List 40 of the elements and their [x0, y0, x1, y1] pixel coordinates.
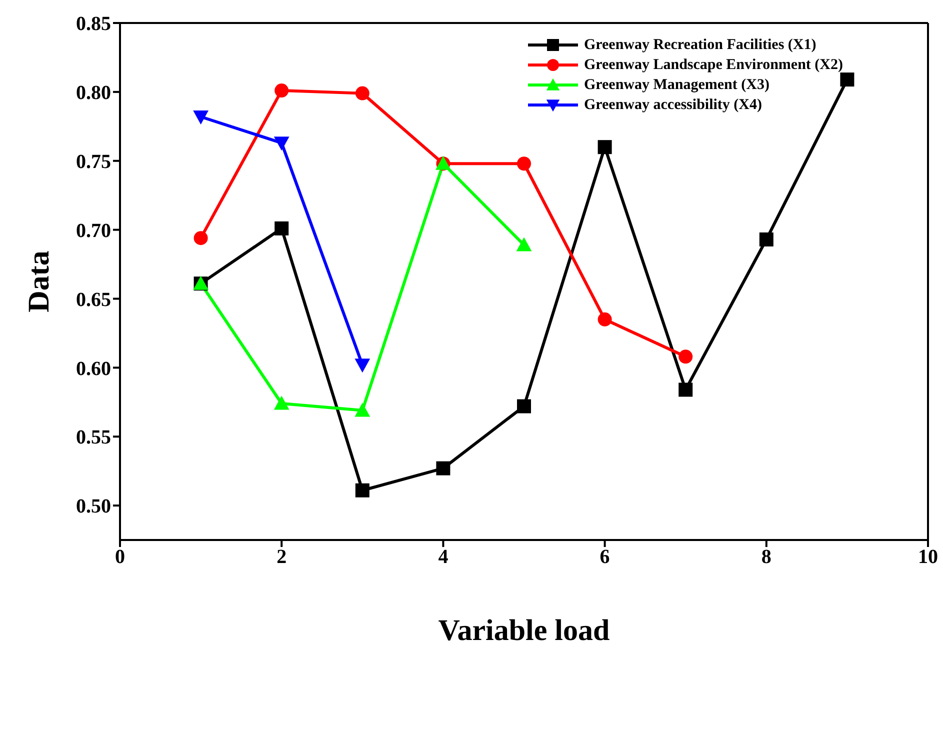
point	[355, 86, 370, 100]
x-tick-label: 8	[761, 546, 772, 568]
y-tick-label: 0.85	[76, 13, 111, 36]
x-tick-label: 10	[918, 546, 938, 568]
point	[193, 110, 208, 124]
x-tick-label: 4	[438, 546, 448, 568]
point	[516, 237, 532, 252]
point	[517, 399, 531, 414]
legend-label: Greenway Management (X3)	[584, 76, 770, 94]
point	[436, 461, 450, 476]
point	[274, 136, 290, 151]
x-tick-label: 2	[276, 546, 287, 568]
point	[355, 483, 370, 498]
x-tick-label: 0	[115, 546, 125, 568]
legend-label: Greenway Landscape Environment (X2)	[584, 56, 843, 74]
y-tick-label: 0.75	[76, 150, 111, 173]
x-tick-label: 6	[600, 546, 610, 568]
y-tick-label: 0.55	[76, 426, 111, 449]
point	[759, 232, 774, 246]
point	[678, 382, 693, 397]
y-tick-label: 0.70	[76, 220, 111, 242]
point	[354, 402, 370, 417]
y-tick-label: 0.50	[76, 496, 111, 518]
point	[598, 140, 612, 154]
y-tick-label: 0.80	[76, 82, 111, 104]
point	[598, 312, 612, 326]
point	[678, 350, 693, 364]
legend-label: Greenway Recreation Facilities (X1)	[584, 36, 816, 54]
point	[194, 231, 208, 246]
y-tick-label: 0.60	[76, 358, 111, 380]
y-axis-title: Data	[22, 250, 56, 312]
point	[274, 84, 289, 98]
point	[274, 221, 289, 236]
legend-label: Greenway accessibility (X4)	[584, 96, 762, 114]
point	[517, 156, 531, 171]
x-axis-title: Variable load	[438, 614, 610, 647]
point	[274, 396, 290, 410]
point	[354, 358, 370, 373]
y-tick-label: 0.65	[76, 288, 111, 311]
point	[840, 72, 854, 87]
